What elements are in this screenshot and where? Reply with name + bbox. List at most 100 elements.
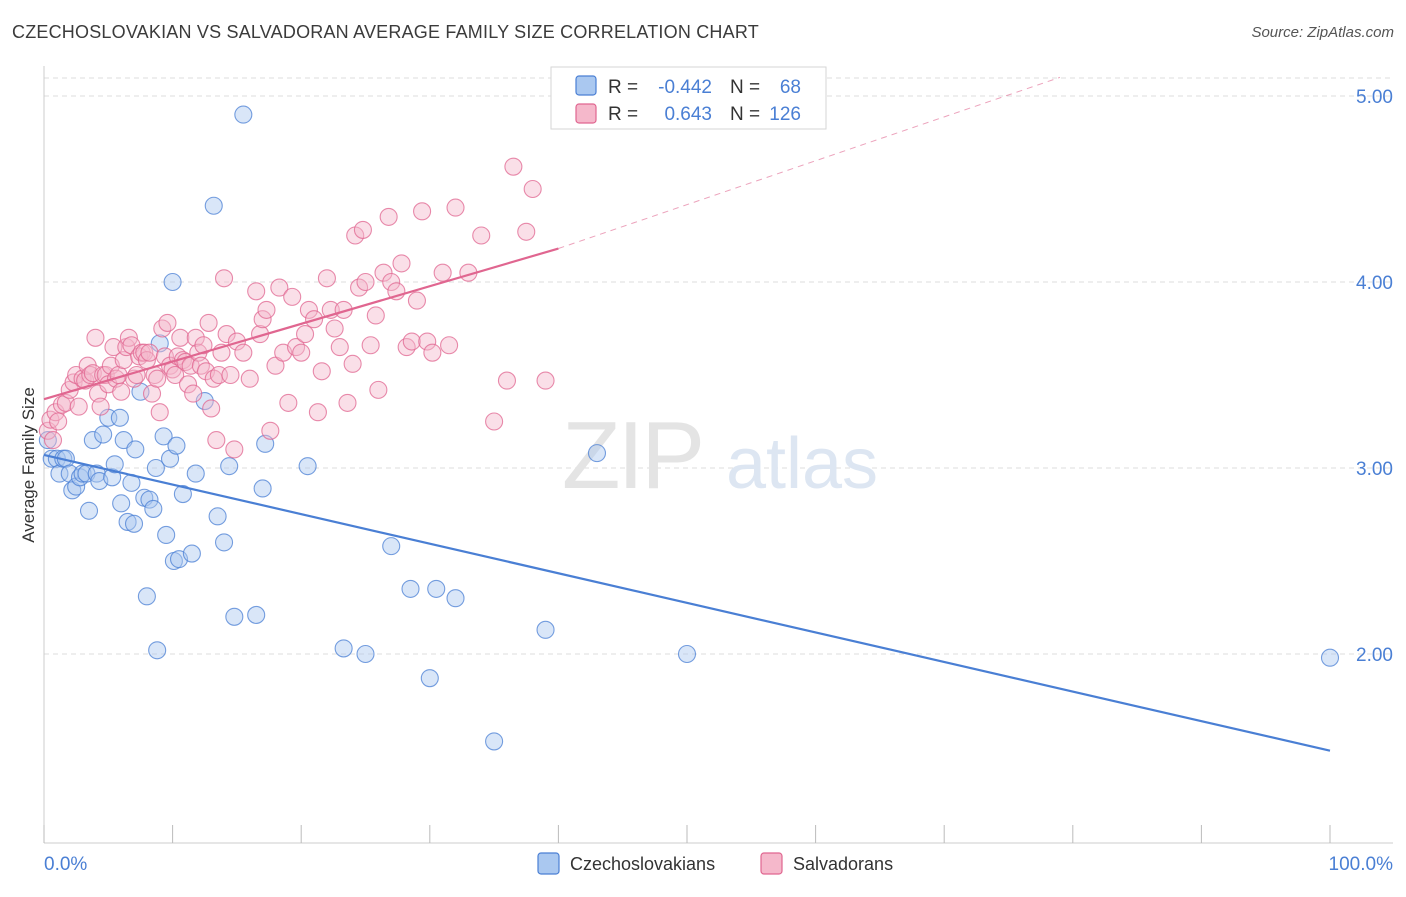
legend: Czechoslovakians Salvadorans	[537, 852, 893, 875]
point-salvadorans	[270, 278, 289, 297]
point-czechoslovakians	[146, 458, 165, 478]
point-czechoslovakians	[148, 641, 167, 660]
point-czechoslovakians	[126, 440, 145, 459]
point-czechoslovakians	[253, 479, 272, 498]
chart-title: CZECHOSLOVAKIAN VS SALVADORAN AVERAGE FA…	[12, 22, 759, 42]
point-salvadorans	[369, 380, 388, 399]
stats-r-label-2: R =	[608, 104, 638, 125]
trend-extension-salvadorans	[558, 76, 1061, 249]
point-czechoslovakians	[401, 579, 420, 598]
y-axis-label: Average Family Size	[19, 387, 38, 543]
watermark: ZIP atlas	[562, 402, 878, 509]
point-czechoslovakians	[220, 457, 239, 476]
point-czechoslovakians	[182, 544, 201, 563]
point-czechoslovakians	[112, 494, 131, 513]
stats-r-value-2: 0.643	[664, 104, 712, 125]
point-czechoslovakians	[87, 464, 106, 483]
point-salvadorans	[330, 338, 349, 357]
watermark-zip: ZIP	[562, 402, 702, 509]
point-czechoslovakians	[298, 457, 317, 476]
point-czechoslovakians	[124, 514, 144, 533]
point-salvadorans	[299, 300, 318, 319]
point-salvadorans	[287, 338, 306, 357]
point-salvadorans	[158, 313, 177, 332]
point-salvadorans	[382, 272, 401, 292]
stats-r-value-1: -0.442	[658, 77, 712, 98]
point-salvadorans	[423, 343, 442, 362]
point-salvadorans	[240, 369, 259, 388]
stats-n-value-1: 68	[780, 77, 801, 98]
point-salvadorans	[91, 397, 110, 416]
point-czechoslovakians	[334, 639, 353, 658]
point-salvadorans	[127, 365, 146, 385]
point-salvadorans	[440, 336, 459, 355]
point-salvadorans	[325, 319, 344, 338]
point-salvadorans	[184, 384, 203, 403]
point-salvadorans	[191, 356, 210, 375]
point-salvadorans	[171, 328, 190, 347]
point-czechoslovakians	[234, 105, 253, 124]
point-czechoslovakians	[73, 464, 92, 483]
point-salvadorans	[392, 254, 411, 273]
point-salvadorans	[234, 343, 253, 362]
trend-lines	[43, 76, 1331, 752]
point-czechoslovakians	[163, 272, 182, 292]
legend-swatch-czechoslovakians	[537, 852, 560, 875]
point-salvadorans	[217, 325, 236, 344]
point-czechoslovakians	[167, 436, 186, 455]
point-salvadorans	[292, 343, 311, 362]
point-salvadorans	[221, 365, 240, 385]
point-czechoslovakians	[214, 533, 234, 552]
point-czechoslovakians	[79, 501, 99, 520]
point-salvadorans	[81, 365, 100, 385]
point-czechoslovakians	[1320, 648, 1340, 667]
point-czechoslovakians	[38, 431, 57, 450]
point-salvadorans	[433, 263, 452, 282]
point-czechoslovakians	[356, 644, 375, 664]
point-salvadorans	[153, 319, 172, 338]
point-czechoslovakians	[446, 589, 465, 608]
point-salvadorans	[135, 343, 154, 362]
point-czechoslovakians	[83, 431, 102, 450]
point-salvadorans	[366, 306, 385, 325]
point-czechoslovakians	[536, 620, 555, 639]
point-salvadorans	[194, 336, 213, 355]
point-salvadorans	[485, 412, 504, 431]
point-salvadorans	[374, 263, 393, 282]
stats-swatch-pink	[575, 103, 597, 124]
point-salvadorans	[140, 343, 159, 362]
point-salvadorans	[214, 269, 234, 288]
axes	[43, 66, 1393, 844]
stats-n-label-1: N =	[730, 77, 760, 98]
point-salvadorans	[418, 332, 437, 351]
point-salvadorans	[343, 354, 362, 373]
point-czechoslovakians	[382, 537, 401, 556]
point-salvadorans	[202, 399, 221, 418]
point-czechoslovakians	[94, 425, 113, 444]
stats-n-label-2: N =	[730, 104, 760, 125]
point-salvadorans	[312, 362, 331, 381]
point-salvadorans	[497, 371, 517, 390]
point-czechoslovakians	[427, 579, 446, 598]
data-points	[38, 105, 1340, 751]
point-salvadorans	[38, 421, 57, 440]
point-salvadorans	[413, 202, 432, 221]
stats-r-label-1: R =	[608, 77, 638, 98]
y-tick-label: 3.00	[1356, 459, 1393, 480]
legend-label-czechoslovakians: Czechoslovakians	[570, 854, 715, 874]
point-salvadorans	[199, 313, 218, 332]
point-czechoslovakians	[485, 732, 504, 751]
point-salvadorans	[379, 207, 398, 226]
point-salvadorans	[536, 371, 555, 390]
point-salvadorans	[225, 440, 244, 459]
legend-swatch-salvadorans	[760, 852, 783, 875]
point-czechoslovakians	[247, 605, 266, 624]
point-salvadorans	[407, 291, 426, 310]
point-czechoslovakians	[140, 490, 159, 509]
point-salvadorans	[148, 369, 167, 388]
point-salvadorans	[247, 282, 266, 301]
point-salvadorans	[112, 382, 131, 401]
point-salvadorans	[166, 365, 185, 385]
legend-label-salvadorans: Salvadorans	[793, 854, 893, 874]
